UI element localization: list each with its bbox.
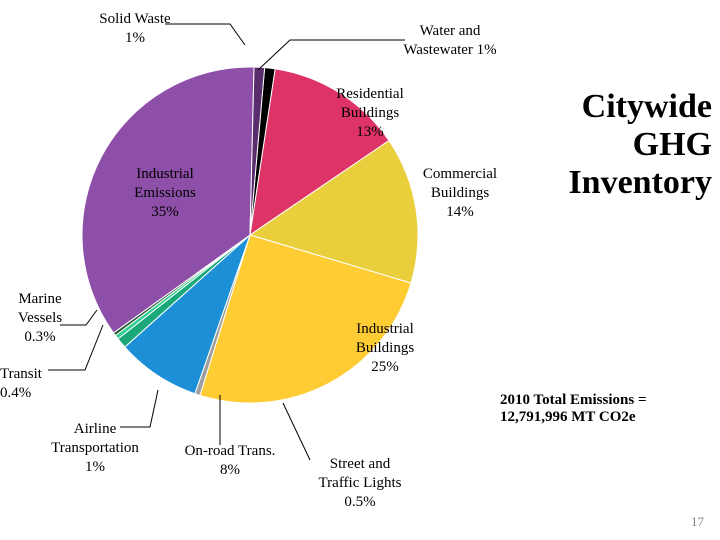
label-industrial-buildings: IndustrialBuildings25%	[320, 320, 450, 376]
label-street-lights: Street andTraffic Lights0.5%	[295, 455, 425, 511]
label-onroad-trans: On-road Trans.8%	[165, 442, 295, 480]
label-commercial-buildings: CommercialBuildings14%	[395, 165, 525, 221]
ghg-pie-chart: Solid Waste1% Water andWastewater 1% Resid…	[0, 0, 720, 540]
label-residential-buildings: ResidentialBuildings13%	[305, 85, 435, 141]
title-line: Citywide	[582, 88, 712, 125]
label-marine-vessels: MarineVessels0.3%	[0, 290, 80, 346]
chart-title: Citywide GHG Inventory	[568, 88, 712, 202]
total-emissions-note: 2010 Total Emissions = 12,791,996 MT CO2…	[500, 392, 710, 426]
page-number: 17	[691, 514, 704, 530]
label-industrial-emissions: IndustrialEmissions35%	[100, 165, 230, 221]
label-transit: Transit0.4%	[0, 365, 80, 403]
label-water-wastewater: Water andWastewater 1%	[365, 22, 535, 60]
label-airline-trans: AirlineTransportation1%	[30, 420, 160, 476]
label-solid-waste: Solid Waste1%	[80, 10, 190, 48]
title-line: Inventory	[568, 164, 712, 201]
title-line: GHG	[633, 126, 712, 163]
